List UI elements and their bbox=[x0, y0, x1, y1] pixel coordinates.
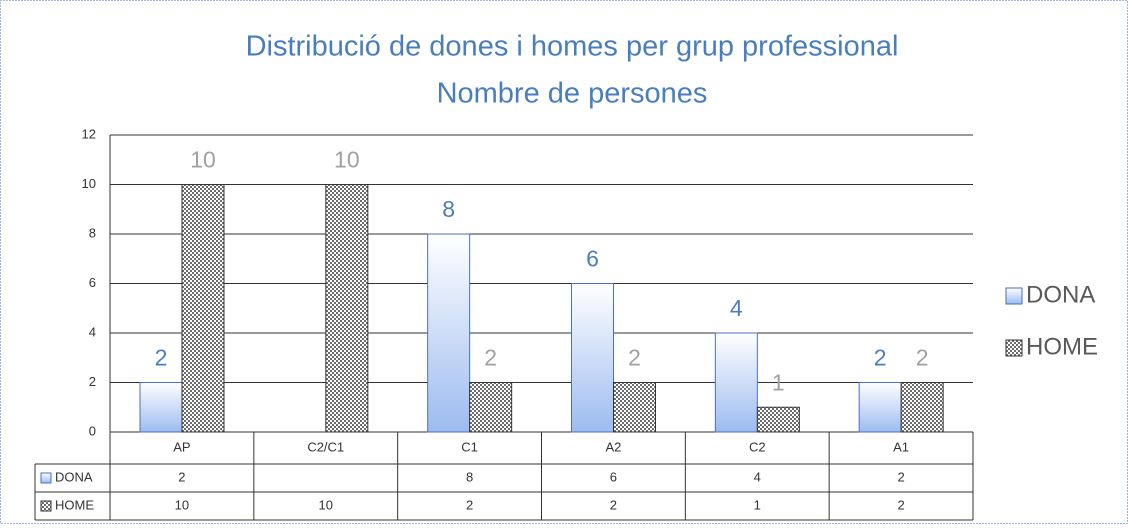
table-cell: 10 bbox=[175, 497, 189, 512]
table-cell: 6 bbox=[610, 469, 617, 484]
table-legend-key bbox=[40, 500, 52, 512]
bar bbox=[858, 382, 902, 433]
bar bbox=[714, 332, 758, 433]
table-cell: 2 bbox=[466, 497, 473, 512]
bar bbox=[571, 283, 614, 433]
table-cell: 2 bbox=[897, 469, 904, 484]
bar bbox=[139, 382, 183, 433]
data-label: 6 bbox=[586, 246, 599, 272]
y-tick-label: 10 bbox=[82, 176, 96, 191]
data-label: 8 bbox=[442, 196, 455, 222]
x-tick-label: AP bbox=[173, 439, 190, 454]
x-tick-label: C2 bbox=[749, 439, 766, 454]
table-cell: 2 bbox=[897, 497, 904, 512]
data-label: 10 bbox=[334, 147, 360, 173]
data-label: 2 bbox=[484, 345, 497, 371]
bar bbox=[900, 382, 944, 433]
table-legend-key bbox=[40, 472, 52, 484]
table-cell: 4 bbox=[754, 469, 761, 484]
table-cell: 2 bbox=[610, 497, 617, 512]
bar bbox=[181, 184, 225, 433]
y-tick-label: 2 bbox=[89, 374, 96, 389]
data-label: 2 bbox=[155, 345, 168, 371]
bar bbox=[613, 382, 656, 433]
table-cell: 10 bbox=[319, 497, 333, 512]
x-tick-label: A1 bbox=[893, 439, 909, 454]
legend-label: HOME bbox=[1026, 333, 1098, 360]
bar bbox=[756, 406, 800, 433]
data-label: 10 bbox=[190, 147, 216, 173]
data-label: 2 bbox=[628, 345, 641, 371]
y-tick-label: 0 bbox=[89, 423, 96, 438]
y-tick-label: 6 bbox=[89, 275, 96, 290]
bar bbox=[469, 382, 513, 433]
y-tick-label: 8 bbox=[89, 225, 96, 240]
chart-title: Distribució de dones i homes per grup pr… bbox=[246, 31, 899, 63]
table-cell: 8 bbox=[466, 469, 473, 484]
data-label: 4 bbox=[730, 295, 743, 321]
legend-key bbox=[1005, 339, 1023, 357]
table-cell: 2 bbox=[178, 469, 185, 484]
table-series-name: HOME bbox=[55, 497, 94, 512]
bar bbox=[427, 233, 471, 433]
data-label: 2 bbox=[916, 345, 929, 371]
bar bbox=[325, 184, 369, 433]
legend-key bbox=[1005, 287, 1023, 305]
y-tick-label: 4 bbox=[89, 324, 96, 339]
y-tick-label: 12 bbox=[82, 126, 96, 141]
x-tick-label: A2 bbox=[605, 439, 621, 454]
x-tick-label: C1 bbox=[461, 439, 478, 454]
table-series-name: DONA bbox=[55, 469, 93, 484]
table-cell: 1 bbox=[754, 497, 761, 512]
data-label: 2 bbox=[874, 345, 887, 371]
legend-label: DONA bbox=[1026, 281, 1095, 308]
data-label: 1 bbox=[772, 369, 785, 395]
chart-subtitle: Nombre de persones bbox=[437, 78, 708, 110]
x-tick-label: C2/C1 bbox=[307, 439, 344, 454]
